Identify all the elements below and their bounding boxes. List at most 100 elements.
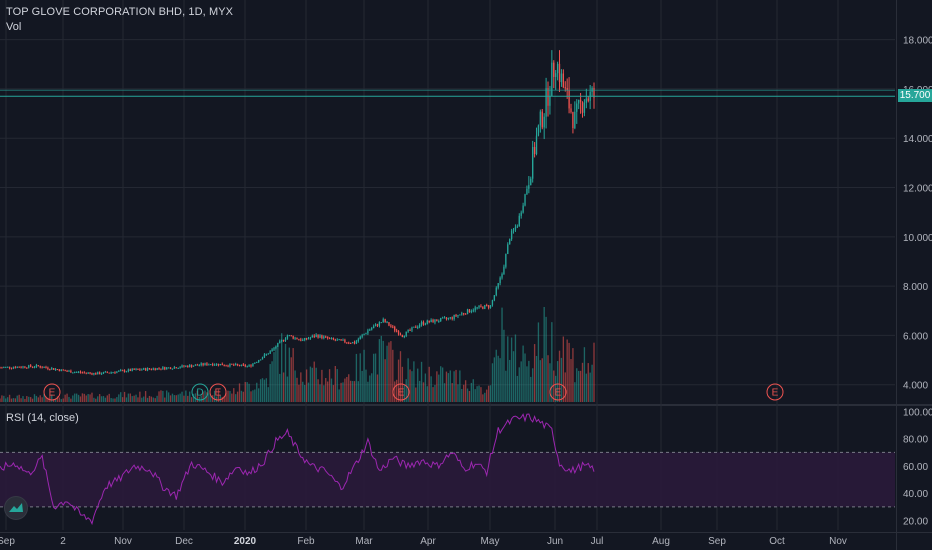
- volume-bar: [300, 372, 302, 402]
- volume-bar: [41, 397, 43, 402]
- volume-bar: [305, 369, 308, 402]
- volume-bar: [66, 393, 68, 402]
- candle-body: [248, 365, 250, 367]
- symbol-title[interactable]: TOP GLOVE CORPORATION BHD, 1D, MYX: [6, 6, 234, 18]
- candle-body: [562, 73, 565, 88]
- rsi-tick-label: 40.00: [903, 489, 928, 500]
- candle-body: [539, 111, 542, 126]
- candle-body: [148, 368, 151, 370]
- volume-bar: [307, 382, 310, 402]
- volume-bar: [509, 359, 511, 402]
- candle-body: [420, 321, 423, 325]
- event-marker: [549, 383, 567, 401]
- volume-bar: [242, 391, 245, 402]
- time-tick-label: Jun: [547, 536, 563, 547]
- candle-body: [507, 244, 509, 254]
- volume-bar: [164, 397, 166, 402]
- candle-body: [541, 111, 543, 128]
- volume-bar: [568, 342, 570, 402]
- candle-body: [348, 342, 350, 344]
- candle-body: [74, 372, 76, 374]
- candle-body: [187, 365, 189, 368]
- candle-body: [131, 368, 133, 371]
- event-marker-label: E: [215, 388, 222, 399]
- candle-body: [64, 370, 66, 372]
- candle-body: [70, 370, 72, 373]
- candle-body: [217, 363, 220, 366]
- candle-body: [24, 366, 26, 368]
- candle-body: [198, 365, 200, 367]
- candle-body: [164, 367, 166, 370]
- volume-bar: [282, 372, 285, 402]
- volume-bar: [510, 337, 513, 402]
- candle-body: [12, 367, 15, 369]
- volume-bar: [175, 395, 177, 402]
- volume-bar: [231, 393, 233, 402]
- candle-body: [242, 364, 245, 366]
- candle-body: [365, 333, 367, 335]
- candle-body: [98, 372, 101, 375]
- candle-body: [459, 314, 461, 316]
- candle-body: [376, 324, 379, 326]
- candle-body: [97, 372, 99, 375]
- volume-bar: [367, 381, 369, 402]
- candle-body: [221, 363, 223, 366]
- candle-body: [127, 369, 130, 372]
- candle-body: [166, 367, 168, 370]
- rsi-label[interactable]: RSI (14, close): [6, 412, 79, 424]
- volume-bar: [484, 392, 486, 402]
- volume-bar: [382, 340, 384, 402]
- candle-body: [112, 372, 114, 374]
- volume-bar: [158, 391, 160, 402]
- price-tick-label: 18.000: [903, 36, 932, 47]
- volume-bar: [217, 389, 220, 402]
- volume-bar: [181, 391, 183, 402]
- candle-body: [102, 372, 105, 374]
- volume-bar: [388, 342, 390, 402]
- volume-bar: [129, 393, 131, 402]
- volume-bar: [417, 368, 419, 402]
- candle-body: [583, 102, 586, 113]
- volume-bar: [476, 386, 478, 402]
- candle-body: [14, 367, 16, 369]
- candle-body: [259, 359, 262, 361]
- volume-bar: [225, 392, 227, 402]
- event-marker-label: E: [555, 388, 562, 399]
- volume-bar: [39, 395, 41, 402]
- rsi-tick-label: 100.00: [903, 407, 932, 418]
- volume-label[interactable]: Vol: [6, 21, 22, 33]
- volume-bar: [204, 390, 206, 402]
- candle-body: [405, 331, 407, 336]
- volume-bar: [120, 392, 122, 402]
- volume-bar: [8, 394, 11, 402]
- candle-body: [524, 194, 526, 206]
- volume-bar: [18, 394, 20, 402]
- volume-bar: [499, 358, 501, 402]
- candle-body: [566, 88, 568, 91]
- candle-body: [564, 87, 566, 89]
- volume-bar: [405, 379, 407, 402]
- volume-bar: [472, 379, 474, 402]
- tradingview-logo-icon[interactable]: [4, 496, 28, 520]
- candle-body: [183, 365, 185, 367]
- candle-body: [58, 369, 61, 372]
- volume-bar: [196, 390, 199, 402]
- volume-bar: [426, 386, 428, 402]
- volume-bar: [133, 395, 135, 402]
- volume-bar: [43, 393, 45, 402]
- candle-body: [250, 365, 252, 367]
- volume-bar: [162, 390, 164, 402]
- volume-bar: [420, 361, 423, 402]
- candle-body: [325, 336, 327, 338]
- event-marker-label: D: [196, 388, 203, 399]
- candle-body: [353, 342, 356, 344]
- candle-body: [532, 146, 534, 179]
- volume-bar: [110, 398, 112, 402]
- candle-body: [551, 62, 553, 97]
- volume-bar: [505, 370, 507, 402]
- volume-bar: [576, 368, 578, 402]
- candle-body: [443, 317, 446, 319]
- volume-bar: [189, 391, 191, 402]
